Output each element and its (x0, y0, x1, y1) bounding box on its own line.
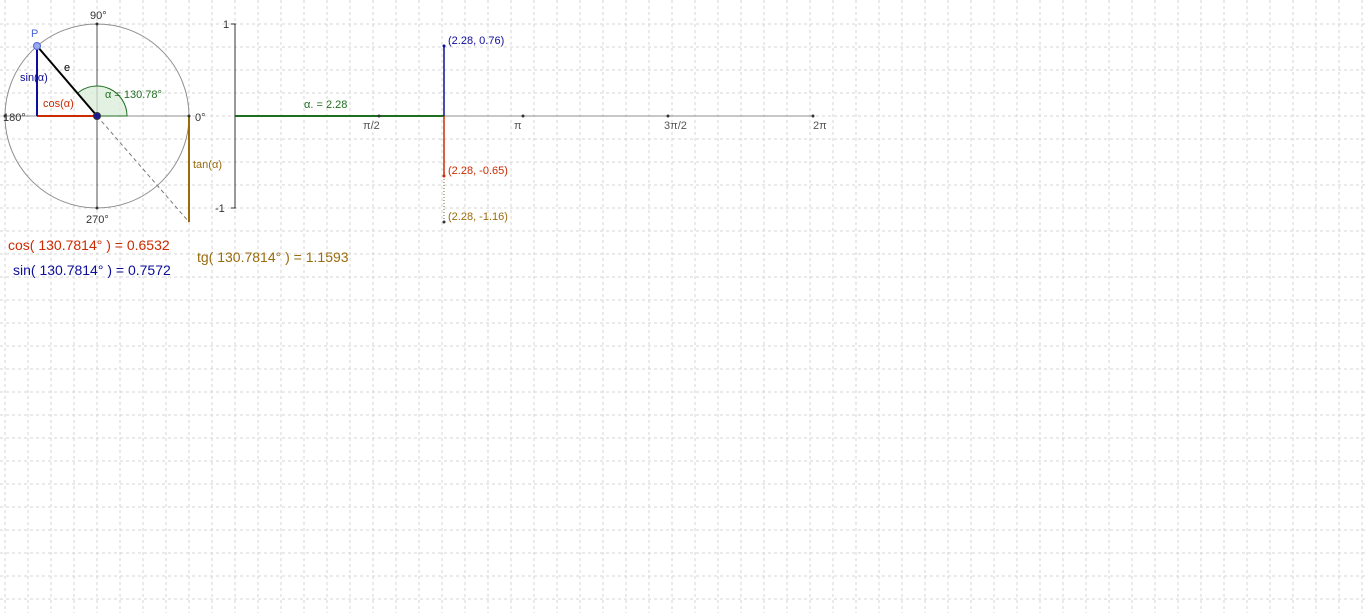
point-p[interactable] (33, 42, 41, 50)
cos-formula: cos( 130.7814° ) = 0.6532 (8, 237, 170, 253)
function-graph-group: 1 -1 π/2 π 3π/2 2π α. = 2.28 (2.28, 0.76… (215, 19, 827, 224)
label-270-degrees: 270° (86, 214, 109, 226)
sin-label: sin(α) (20, 72, 48, 84)
angle-sector[interactable] (76, 85, 128, 117)
radius-segment[interactable] (36, 45, 98, 117)
label-0-degrees: 0° (195, 112, 206, 124)
angle-label: α = 130.78° (105, 89, 162, 101)
sin-formula: sin( 130.7814° ) = 0.7572 (13, 262, 171, 278)
unit-circle-group: 90° 0° 180° 270° P e sin(α) cos(α) tan(α… (3, 10, 222, 226)
radius-label: e (64, 62, 70, 74)
x-tick-pi2-label: π/2 (363, 120, 380, 132)
x-tick-3pi2-mark (666, 114, 670, 118)
sin-point[interactable] (442, 44, 446, 48)
x-tick-2pi-label: 2π (813, 120, 827, 132)
tan-formula: tg( 130.7814° ) = 1.1593 (197, 249, 349, 265)
point-p-label: P (31, 28, 38, 40)
cos-point[interactable] (442, 174, 446, 178)
x-tick-pi2-mark (377, 114, 381, 118)
tan-label: tan(α) (193, 159, 222, 171)
cos-point-label: (2.28, -0.65) (448, 165, 508, 177)
tick-270 (95, 206, 99, 210)
x-tick-2pi-mark (811, 114, 815, 118)
tick-0 (187, 114, 191, 118)
tick-180 (3, 114, 7, 118)
y-tick-1-label: 1 (223, 19, 229, 31)
cos-label: cos(α) (43, 98, 74, 110)
sin-point-label: (2.28, 0.76) (448, 35, 504, 47)
center-point[interactable] (93, 112, 101, 120)
label-180-degrees: 180° (3, 112, 26, 124)
y-tick-neg1-label: -1 (215, 203, 225, 215)
tangent-extension-line (96, 115, 190, 223)
tan-point-label: (2.28, -1.16) (448, 211, 508, 223)
tan-point[interactable] (442, 220, 446, 224)
x-tick-pi-mark (521, 114, 525, 118)
label-90-degrees: 90° (90, 10, 107, 22)
tick-90 (95, 22, 99, 26)
x-tick-3pi2-label: 3π/2 (664, 120, 687, 132)
alpha-value-label: α. = 2.28 (304, 99, 347, 111)
x-tick-pi-label: π (514, 120, 522, 132)
